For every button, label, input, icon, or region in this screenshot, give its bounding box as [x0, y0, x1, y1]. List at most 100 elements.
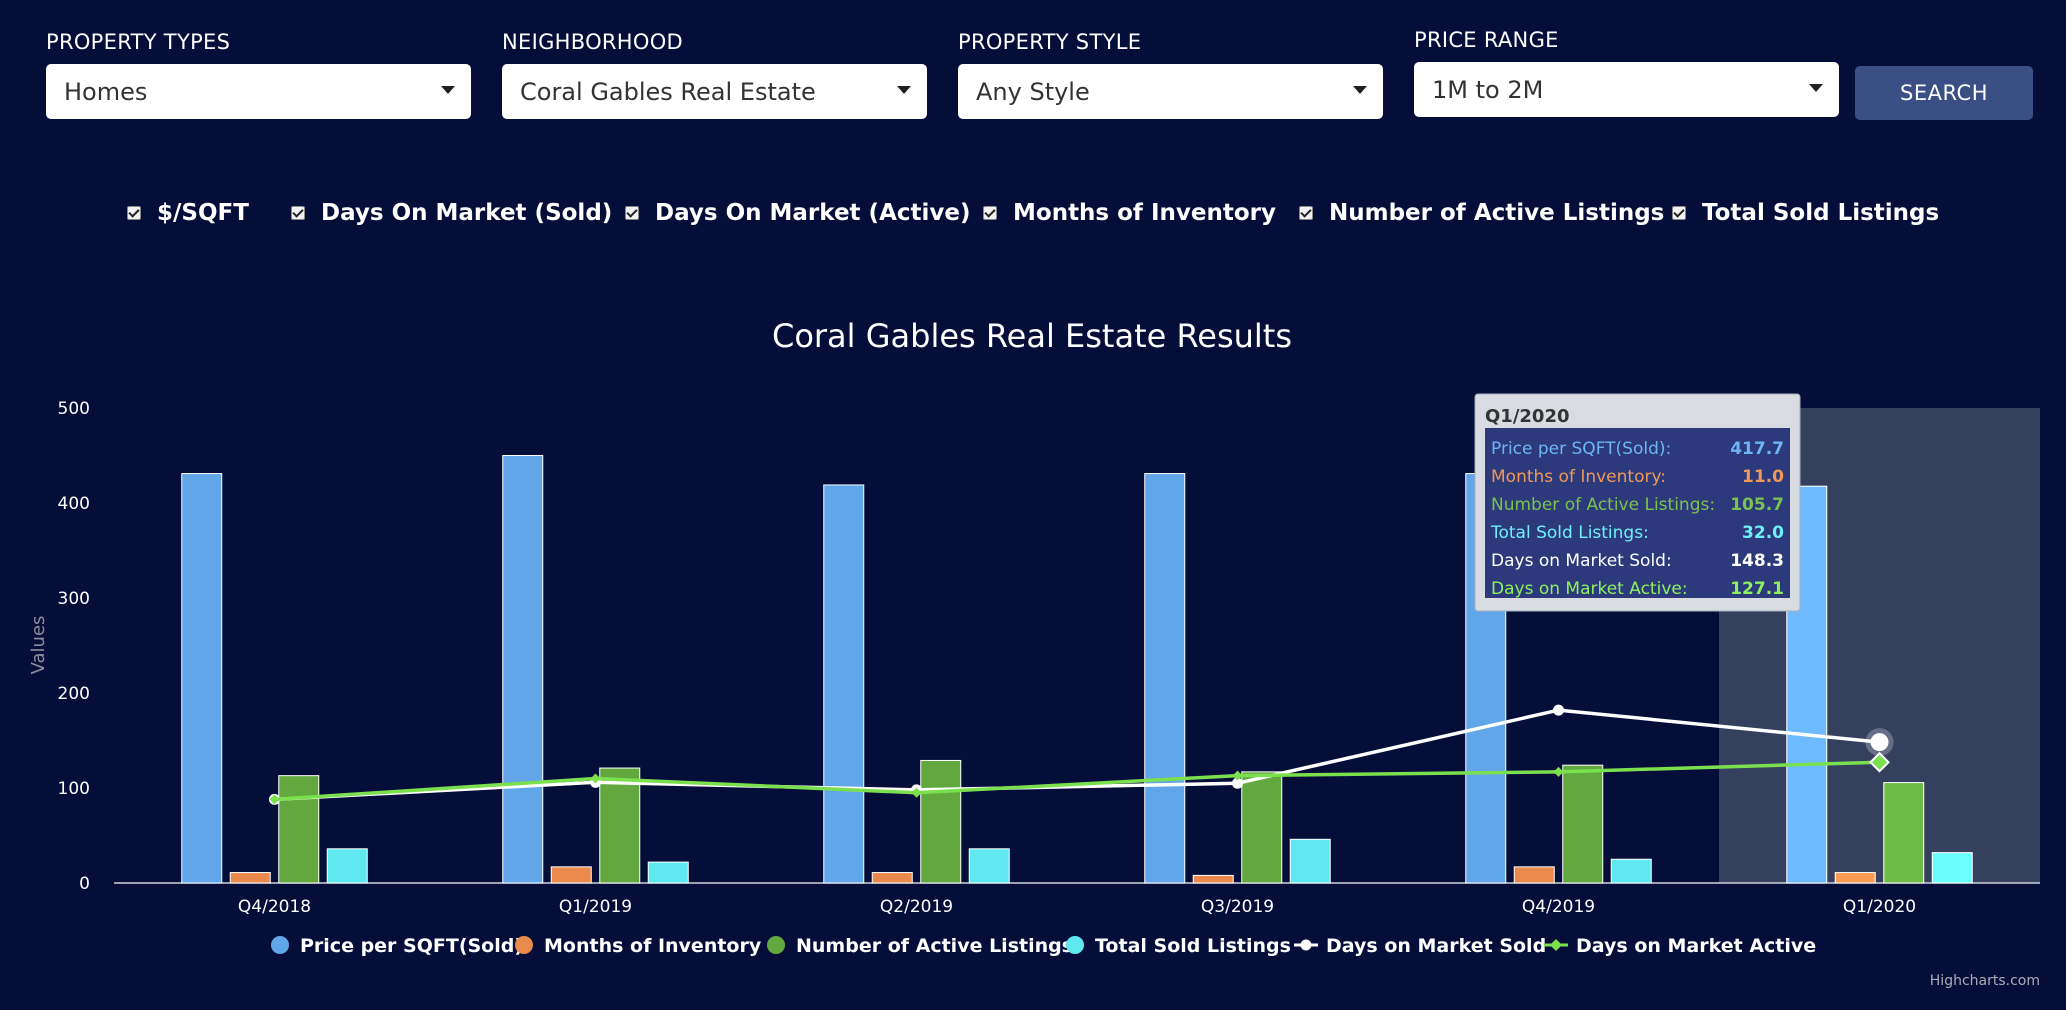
point-days-active — [1232, 770, 1243, 781]
legend-label: Days on Market Sold — [1326, 935, 1546, 957]
bar-number-of-active-listings — [1562, 764, 1604, 884]
x-tick-label: Q1/2019 — [559, 897, 632, 917]
point-days-sold — [1870, 733, 1889, 752]
checkbox-checked-icon[interactable] — [1299, 206, 1313, 220]
toggle-label: Number of Active Listings — [1329, 200, 1665, 226]
tooltip-row-value: 32.0 — [1742, 523, 1784, 543]
bar-price-per-sqft-sold- — [1144, 473, 1186, 884]
bar-months-of-inventory — [871, 872, 913, 884]
tooltip-row-label: Days on Market Sold: — [1491, 551, 1672, 571]
checkbox-checked-icon[interactable] — [291, 206, 305, 220]
point-days-active — [1553, 766, 1564, 777]
legend-label: Days on Market Active — [1576, 935, 1816, 957]
tooltip-row-label: Number of Active Listings: — [1491, 495, 1715, 515]
point-days-active — [269, 794, 280, 805]
bar-price-per-sqft-sold- — [502, 455, 544, 884]
toggle-active-listings[interactable]: Number of Active Listings — [1299, 200, 1664, 226]
toggle-total-sold-listings[interactable]: Total Sold Listings — [1672, 200, 1939, 226]
y-tick-label: 200 — [58, 684, 90, 704]
bar-months-of-inventory — [1513, 866, 1555, 884]
price-range-filter: PRICE RANGE 1M to 2M — [1414, 28, 1839, 117]
price-range-select[interactable]: 1M to 2M — [1414, 62, 1839, 117]
line-days-on-market-sold — [274, 708, 1880, 802]
legend-label: Price per SQFT(Sold) — [300, 935, 523, 957]
tooltip-row-value: 11.0 — [1742, 467, 1784, 487]
tooltip-row-value: 148.3 — [1730, 551, 1784, 571]
toggle-days-on-market-sold[interactable]: Days On Market (Sold) — [291, 200, 612, 226]
chevron-down-icon — [441, 86, 455, 94]
bar-number-of-active-listings — [1883, 782, 1925, 884]
bar-number-of-active-listings — [599, 767, 641, 884]
tooltip-box — [1474, 393, 1801, 612]
legend-marker — [271, 936, 289, 954]
property-style-value: Any Style — [976, 77, 1090, 106]
tooltip-row-value: 105.7 — [1730, 495, 1784, 515]
toggle-label: Days On Market (Sold) — [321, 200, 613, 226]
price-range-value: 1M to 2M — [1432, 75, 1544, 104]
toggle-label: Days On Market (Active) — [655, 200, 971, 226]
toggle-days-on-market-active[interactable]: Days On Market (Active) — [625, 200, 971, 226]
x-tick-label: Q1/2020 — [1843, 897, 1916, 917]
y-tick-label: 500 — [58, 399, 90, 419]
checkbox-checked-icon[interactable] — [625, 206, 639, 220]
property-style-label: PROPERTY STYLE — [958, 30, 1142, 54]
neighborhood-label: NEIGHBORHOOD — [502, 30, 684, 54]
bar-months-of-inventory — [1834, 872, 1876, 884]
chevron-down-icon — [1809, 84, 1823, 92]
y-tick-label: 300 — [58, 589, 90, 609]
price-range-label: PRICE RANGE — [1414, 28, 1559, 52]
bar-number-of-active-listings — [1241, 771, 1283, 884]
checkbox-checked-icon[interactable] — [1672, 206, 1686, 220]
point-days-sold — [269, 793, 280, 805]
checkbox-checked-icon[interactable] — [983, 206, 997, 220]
property-style-select[interactable]: Any Style — [958, 64, 1383, 119]
point-days-active — [911, 787, 922, 798]
bar-total-sold-listings — [968, 848, 1010, 884]
point-days-sold — [1232, 777, 1243, 789]
neighborhood-select[interactable]: Coral Gables Real Estate — [502, 64, 927, 119]
bar-price-per-sqft-sold- — [1465, 473, 1507, 884]
point-days-sold — [1553, 704, 1564, 716]
bar-number-of-active-listings — [278, 775, 320, 884]
property-types-select[interactable]: Homes — [46, 64, 471, 119]
property-types-label: PROPERTY TYPES — [46, 30, 231, 54]
tooltip-row-value: 417.7 — [1730, 439, 1784, 459]
toggle-months-of-inventory[interactable]: Months of Inventory — [983, 200, 1276, 226]
point-days-sold — [590, 776, 601, 788]
bar-total-sold-listings — [1610, 858, 1652, 884]
legend-marker — [515, 936, 533, 954]
tooltip-table-bg — [1485, 428, 1790, 598]
legend-label: Months of Inventory — [544, 935, 762, 957]
y-tick-label: 400 — [58, 494, 90, 514]
hover-band — [1719, 408, 2040, 883]
x-tick-label: Q4/2019 — [1522, 897, 1595, 917]
bar-price-per-sqft-sold- — [181, 473, 223, 884]
search-button[interactable]: SEARCH — [1855, 66, 2033, 120]
neighborhood-filter: NEIGHBORHOOD Coral Gables Real Estate — [502, 30, 927, 119]
legend-marker — [1300, 939, 1312, 951]
legend-label: Total Sold Listings — [1095, 935, 1291, 957]
x-tick-label: Q3/2019 — [1201, 897, 1274, 917]
toggle-label: Total Sold Listings — [1702, 200, 1940, 226]
toggle-price-sqft[interactable]: $/SQFT — [127, 200, 249, 226]
bar-months-of-inventory — [550, 866, 592, 884]
tooltip-title: Q1/2020 — [1485, 406, 1570, 427]
chart-title: Coral Gables Real Estate Results — [772, 317, 1292, 355]
x-tick-label: Q2/2019 — [880, 897, 953, 917]
bar-total-sold-listings — [1931, 852, 1973, 884]
checkbox-checked-icon[interactable] — [127, 206, 141, 220]
bar-price-per-sqft-sold- — [1786, 485, 1828, 884]
chart-credit[interactable]: Highcharts.com — [1930, 973, 2040, 989]
legend-marker — [767, 936, 785, 954]
x-tick-label: Q4/2018 — [238, 897, 311, 917]
property-types-value: Homes — [64, 77, 148, 106]
toggle-label: Months of Inventory — [1013, 200, 1276, 226]
tooltip-row-label: Price per SQFT(Sold): — [1491, 439, 1671, 459]
tooltip-row-label: Total Sold Listings: — [1490, 523, 1649, 543]
point-halo — [1865, 728, 1894, 757]
point-days-active — [590, 773, 601, 784]
line-days-on-market-active — [274, 760, 1880, 802]
legend-label: Number of Active Listings — [796, 935, 1073, 957]
y-tick-label: 100 — [58, 779, 90, 799]
